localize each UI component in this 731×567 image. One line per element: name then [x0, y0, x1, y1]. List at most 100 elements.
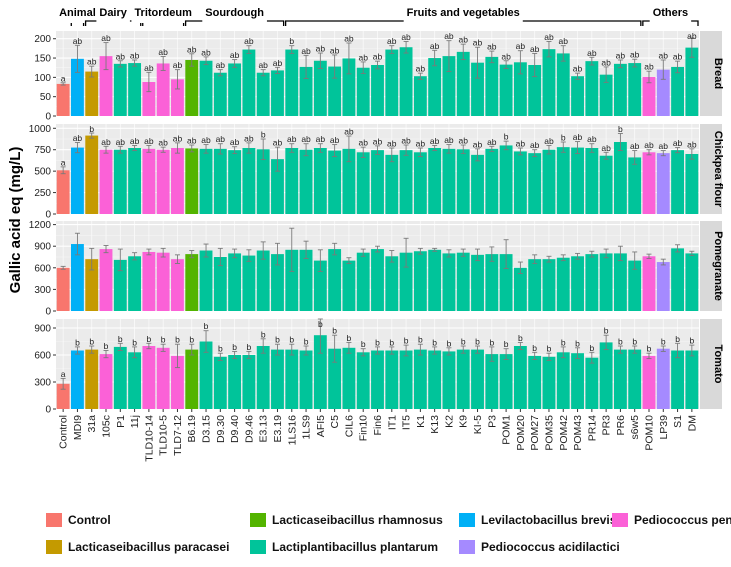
- bar-chickpea-flour-POM42: [556, 147, 570, 214]
- bar-bread-MDI9: [71, 58, 84, 116]
- x-tick-label-POM43: POM43: [572, 415, 584, 451]
- x-tick-label-E3.19: E3.19: [272, 415, 284, 443]
- bar-pomegranate-D9.40: [228, 253, 242, 311]
- bar-pomegranate-POM27: [528, 259, 542, 311]
- facet-strip-2: [700, 221, 722, 311]
- bar-pomegranate-TLD10-5: [156, 252, 170, 311]
- bar-chickpea-flour-IT1: [385, 154, 399, 214]
- bar-bread-E3.19: [271, 70, 284, 116]
- y-tick-label: 200: [34, 34, 51, 45]
- x-tick-label-TLD10-5: TLD10-5: [158, 415, 170, 456]
- bar-pomegranate-S1: [671, 248, 684, 311]
- group-label-3: Sourdough: [205, 7, 264, 19]
- bar-chickpea-flour-CIL6: [342, 148, 356, 214]
- x-tick-label-D9.46: D9.46: [243, 415, 255, 443]
- bar-pomegranate-AFI5: [313, 260, 327, 311]
- bar-chickpea-flour-B6.19: [185, 148, 199, 214]
- bar-tomato-K2: [442, 351, 456, 409]
- legend-swatch-lr: [250, 513, 266, 527]
- x-tick-label-B6.19: B6.19: [186, 415, 198, 443]
- significance-label: ab: [601, 57, 611, 67]
- significance-label: ab: [130, 136, 140, 146]
- x-tick-label-31a: 31a: [86, 415, 98, 433]
- y-axis-label: Gallic acid eq (mg/L): [7, 147, 24, 294]
- group-label-0: Animal: [59, 7, 96, 19]
- bar-tomato-AFI5: [313, 335, 327, 409]
- significance-label: b: [232, 342, 237, 352]
- bar-pomegranate-TLD7-12: [171, 259, 184, 311]
- bar-chickpea-flour-DM: [685, 154, 699, 214]
- bar-bread-105c: [99, 56, 113, 116]
- bar-tomato-K9: [456, 349, 470, 409]
- group-gap-1: [96, 19, 130, 23]
- facet-strip-3: [700, 319, 722, 409]
- significance-label: ab: [73, 133, 83, 143]
- bar-bread-E3.13: [256, 72, 270, 116]
- significance-label: ab: [430, 136, 440, 146]
- significance-label: ab: [430, 41, 440, 51]
- significance-label: b: [589, 343, 594, 353]
- y-tick-label: 100: [34, 73, 51, 84]
- significance-label: b: [418, 335, 423, 345]
- significance-label: ab: [187, 136, 197, 146]
- bar-chickpea-flour-C5: [328, 150, 342, 214]
- bar-tomato-IT5: [399, 350, 413, 409]
- significance-label: ab: [458, 35, 468, 45]
- x-tick-label-DM: DM: [686, 415, 698, 431]
- significance-label: ab: [201, 135, 211, 145]
- bar-bread-D9.40: [228, 63, 242, 116]
- bar-bread-IT5: [399, 47, 413, 116]
- significance-label: b: [89, 124, 94, 134]
- y-tick-label: 750: [34, 145, 51, 156]
- bar-chickpea-flour-POM35: [542, 149, 556, 214]
- bar-tomato-MDI9: [71, 350, 84, 409]
- bar-bread-TLD10-14: [142, 82, 156, 116]
- x-tick-label-1LS9: 1LS9: [301, 415, 313, 440]
- x-tick-label-KI-5: KI-5: [472, 415, 484, 434]
- y-tick-label: 300: [34, 285, 51, 296]
- bar-chickpea-flour-POM27: [528, 153, 542, 214]
- significance-label: ab: [387, 36, 397, 46]
- significance-label: ab: [587, 48, 597, 58]
- bar-pomegranate-MDI9: [71, 244, 84, 311]
- y-tick-label: 900: [34, 324, 51, 335]
- bar-pomegranate-31a: [85, 259, 99, 311]
- significance-label: ab: [144, 136, 154, 146]
- bar-chickpea-flour-E3.13: [256, 149, 270, 214]
- bar-tomato-11j: [128, 352, 142, 409]
- bar-tomato-1LS16: [285, 349, 299, 409]
- significance-label: b: [89, 337, 94, 347]
- legend-label-lb: Levilactobacillus brevis: [481, 513, 617, 527]
- bar-pomegranate-DM: [685, 253, 699, 311]
- bar-bread-TLD7-12: [171, 79, 184, 116]
- x-tick-label-POM27: POM27: [529, 415, 541, 451]
- significance-label: ab: [273, 58, 283, 68]
- significance-label: a: [61, 73, 66, 83]
- significance-label: b: [661, 337, 666, 347]
- bar-pomegranate-Fin6: [371, 249, 384, 311]
- significance-label: ab: [687, 31, 697, 41]
- significance-label: ab: [587, 134, 597, 144]
- bar-tomato-KI-5: [471, 349, 484, 409]
- significance-label: ab: [244, 133, 254, 143]
- bar-tomato-POM42: [556, 352, 570, 409]
- bar-tomato-TLD10-5: [156, 347, 170, 409]
- significance-label: ab: [187, 44, 197, 54]
- significance-label: b: [475, 337, 480, 347]
- significance-label: ab: [630, 141, 640, 151]
- bar-pomegranate-KI-5: [471, 254, 484, 311]
- bar-pomegranate-POM1: [499, 254, 513, 311]
- significance-label: ab: [487, 137, 497, 147]
- x-tick-label-LP39: LP39: [658, 415, 670, 440]
- significance-label: ab: [244, 36, 254, 46]
- bar-chickpea-flour-LP39: [656, 153, 670, 214]
- bar-chickpea-flour-AFI5: [313, 148, 327, 214]
- facet-label-1: Chickpea flour: [712, 131, 724, 208]
- bar-chickpea-flour-s6w5: [628, 157, 642, 214]
- y-tick-label: 0: [45, 210, 51, 221]
- bar-bread-D3.15: [199, 60, 213, 116]
- significance-label: ab: [101, 137, 111, 147]
- y-tick-label: 300: [34, 378, 51, 389]
- significance-label: ab: [316, 44, 326, 54]
- x-tick-label-11j: 11j: [129, 415, 141, 428]
